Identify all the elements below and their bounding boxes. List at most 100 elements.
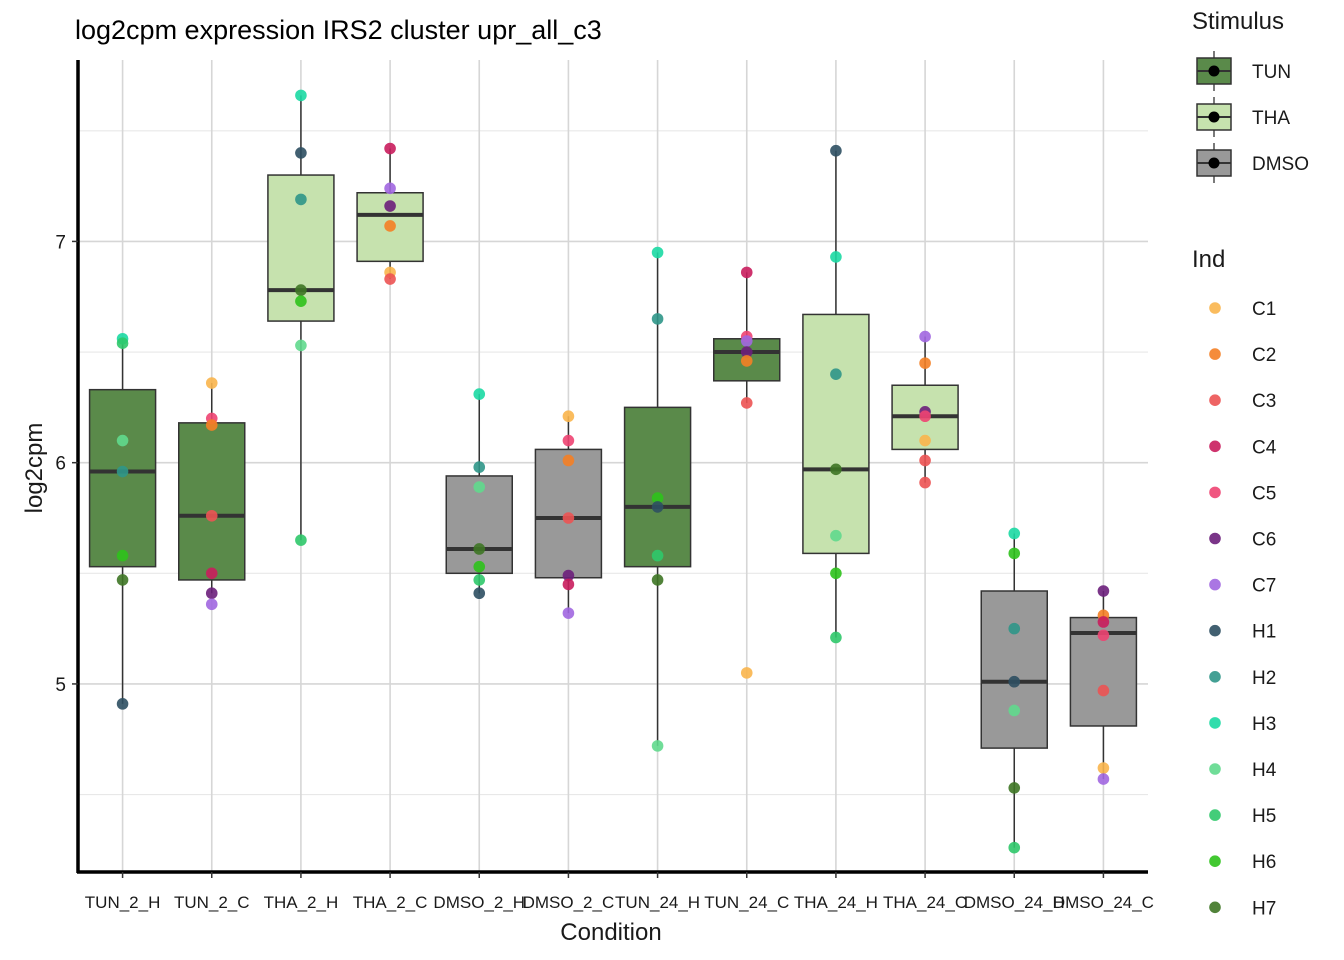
point-c3 bbox=[562, 512, 575, 524]
point-h7 bbox=[116, 574, 129, 586]
point-h6 bbox=[116, 549, 129, 562]
x-tick-label: DMSO_24_H bbox=[964, 893, 1065, 912]
point-h1 bbox=[295, 147, 307, 159]
x-tick-label: TUN_24_C bbox=[704, 893, 789, 912]
point-c3 bbox=[205, 509, 218, 522]
legend-label-dmso: DMSO bbox=[1252, 154, 1309, 175]
point-h5 bbox=[116, 337, 129, 350]
point-c2 bbox=[205, 419, 218, 431]
box-tun-24-h bbox=[623, 406, 692, 568]
legend-label-h4: H4 bbox=[1252, 760, 1277, 781]
x-tick-label: DMSO_2_C bbox=[523, 893, 615, 912]
y-tick-label: 5 bbox=[55, 675, 66, 696]
legend-key-c3 bbox=[1209, 394, 1221, 407]
point-c2 bbox=[919, 357, 931, 369]
point-h6 bbox=[830, 567, 842, 580]
point-c4 bbox=[384, 142, 396, 155]
point-c3 bbox=[384, 273, 396, 285]
point-c4 bbox=[740, 266, 753, 279]
point-h6 bbox=[473, 560, 486, 573]
legend-label-h1: H1 bbox=[1252, 622, 1276, 643]
legend-key-c1 bbox=[1209, 302, 1221, 314]
point-c7 bbox=[1097, 773, 1110, 785]
point-h4 bbox=[1008, 704, 1021, 717]
x-tick-label: DMSO_24_C bbox=[1053, 893, 1154, 912]
y-tick-label: 6 bbox=[55, 454, 66, 475]
legend-key-point bbox=[1208, 157, 1220, 169]
point-c1 bbox=[740, 667, 753, 679]
point-c6 bbox=[205, 587, 218, 600]
legend-key-h7 bbox=[1209, 901, 1221, 914]
legend-key-c7 bbox=[1209, 578, 1221, 591]
x-tick-label: THA_24_H bbox=[794, 893, 878, 912]
legend-label-h6: H6 bbox=[1252, 852, 1276, 873]
point-h5 bbox=[1008, 841, 1021, 854]
x-tick-label: TUN_24_H bbox=[615, 893, 700, 912]
legend-label-c5: C5 bbox=[1252, 483, 1276, 504]
point-h5 bbox=[830, 631, 842, 644]
point-c7 bbox=[919, 330, 931, 343]
legend-label-tun: TUN bbox=[1252, 62, 1291, 83]
x-tick-label: TUN_2_H bbox=[85, 893, 161, 912]
point-h2 bbox=[473, 461, 486, 473]
point-h4 bbox=[830, 529, 842, 542]
legend-label-c6: C6 bbox=[1252, 530, 1276, 551]
chart-title: log2cpm expression IRS2 cluster upr_all_… bbox=[75, 15, 602, 45]
legend-key-c6 bbox=[1209, 532, 1221, 545]
point-h3 bbox=[295, 89, 307, 102]
point-h6 bbox=[295, 295, 307, 307]
point-series bbox=[116, 89, 1110, 854]
x-tick-label: THA_24_C bbox=[883, 893, 967, 912]
point-c1 bbox=[205, 377, 218, 389]
ind-legend-title: Ind bbox=[1192, 246, 1225, 273]
legend-label-c3: C3 bbox=[1252, 391, 1276, 412]
legend-label-c2: C2 bbox=[1252, 345, 1276, 366]
x-axis-title: Condition bbox=[560, 919, 661, 946]
point-h1 bbox=[830, 144, 842, 157]
legend-label-c1: C1 bbox=[1252, 299, 1276, 320]
point-c4 bbox=[205, 567, 218, 580]
legend-label-h7: H7 bbox=[1252, 898, 1276, 919]
y-axis-title: log2cpm bbox=[21, 423, 48, 514]
point-c2 bbox=[562, 454, 575, 467]
x-tick-label: THA_2_H bbox=[264, 893, 339, 912]
point-h7 bbox=[651, 574, 664, 586]
point-c7 bbox=[562, 607, 575, 619]
legend-label-c7: C7 bbox=[1252, 576, 1276, 597]
ind-legend: C1 C2 C3 C4 C5 C6 C7 H1 H2 H3 H4 H5 H6 H7 bbox=[1209, 299, 1277, 919]
legend-key-h1 bbox=[1209, 624, 1221, 637]
point-h1 bbox=[116, 698, 129, 710]
legend-label-h2: H2 bbox=[1252, 668, 1276, 689]
point-h3 bbox=[473, 388, 486, 400]
box-series bbox=[88, 95, 1138, 848]
point-c3 bbox=[919, 454, 931, 467]
legend-key-c4 bbox=[1209, 440, 1221, 453]
legend-key-c2 bbox=[1209, 348, 1221, 360]
legend-label-tha: THA bbox=[1252, 108, 1290, 129]
point-h1 bbox=[651, 501, 664, 513]
point-h5 bbox=[651, 549, 664, 562]
legend-key-point bbox=[1208, 65, 1220, 77]
point-c7 bbox=[205, 598, 218, 611]
legend-key-h5 bbox=[1209, 809, 1221, 821]
legend-key-h3 bbox=[1209, 717, 1221, 729]
point-h4 bbox=[116, 434, 129, 447]
point-c6 bbox=[740, 346, 753, 358]
legend-key-h2 bbox=[1209, 671, 1221, 683]
box-tun-2-c bbox=[178, 422, 246, 581]
point-h2 bbox=[651, 313, 664, 325]
legend-key-h4 bbox=[1209, 763, 1221, 775]
legend-label-h3: H3 bbox=[1252, 714, 1276, 735]
point-c6 bbox=[1097, 585, 1110, 597]
point-h6 bbox=[1008, 547, 1021, 560]
point-c5 bbox=[1097, 629, 1110, 642]
point-c6 bbox=[384, 200, 396, 212]
point-h2 bbox=[295, 193, 307, 206]
legend-key-h6 bbox=[1209, 855, 1221, 867]
x-tick-label: DMSO_2_H bbox=[433, 893, 525, 912]
point-h2 bbox=[1008, 622, 1021, 635]
legend-label-h5: H5 bbox=[1252, 806, 1276, 827]
point-c3 bbox=[740, 397, 753, 409]
point-h4 bbox=[295, 339, 307, 352]
